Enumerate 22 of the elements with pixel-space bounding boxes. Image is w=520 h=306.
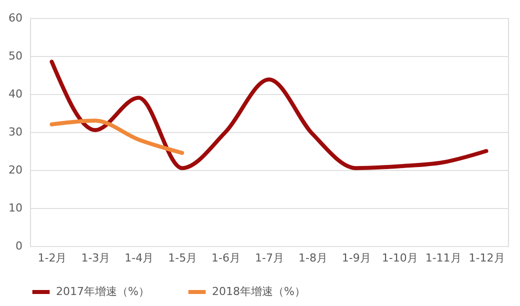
x-tick-label: 1-2月 bbox=[38, 252, 67, 264]
x-tick-label: 1-7月 bbox=[255, 252, 284, 264]
x-tick-label: 1-4月 bbox=[124, 252, 154, 264]
y-tick-label: 10 bbox=[8, 202, 22, 214]
x-tick-label: 1-3月 bbox=[81, 252, 110, 264]
y-tick-label: 0 bbox=[16, 240, 22, 252]
line-series bbox=[50, 60, 488, 170]
y-tick-label: 30 bbox=[8, 126, 22, 138]
x-tick-label: 1-5月 bbox=[168, 252, 198, 264]
y-tick-label: 60 bbox=[8, 12, 22, 24]
x-tick-label: 1-6月 bbox=[212, 252, 241, 264]
y-tick-label: 20 bbox=[8, 164, 22, 176]
line-series bbox=[50, 118, 184, 155]
x-tick-label: 1-11月 bbox=[425, 252, 462, 264]
x-tick-label: 1-10月 bbox=[382, 252, 418, 264]
x-tick-label: 1-9月 bbox=[342, 252, 371, 264]
legend-label: 2018年增速（%） bbox=[212, 285, 306, 298]
y-tick-label: 40 bbox=[8, 88, 22, 100]
x-tick-label: 1-12月 bbox=[468, 252, 505, 264]
legend-label: 2017年增速（%） bbox=[56, 285, 150, 298]
y-tick-label: 50 bbox=[8, 50, 22, 62]
x-tick-label: 1-8月 bbox=[298, 252, 328, 264]
